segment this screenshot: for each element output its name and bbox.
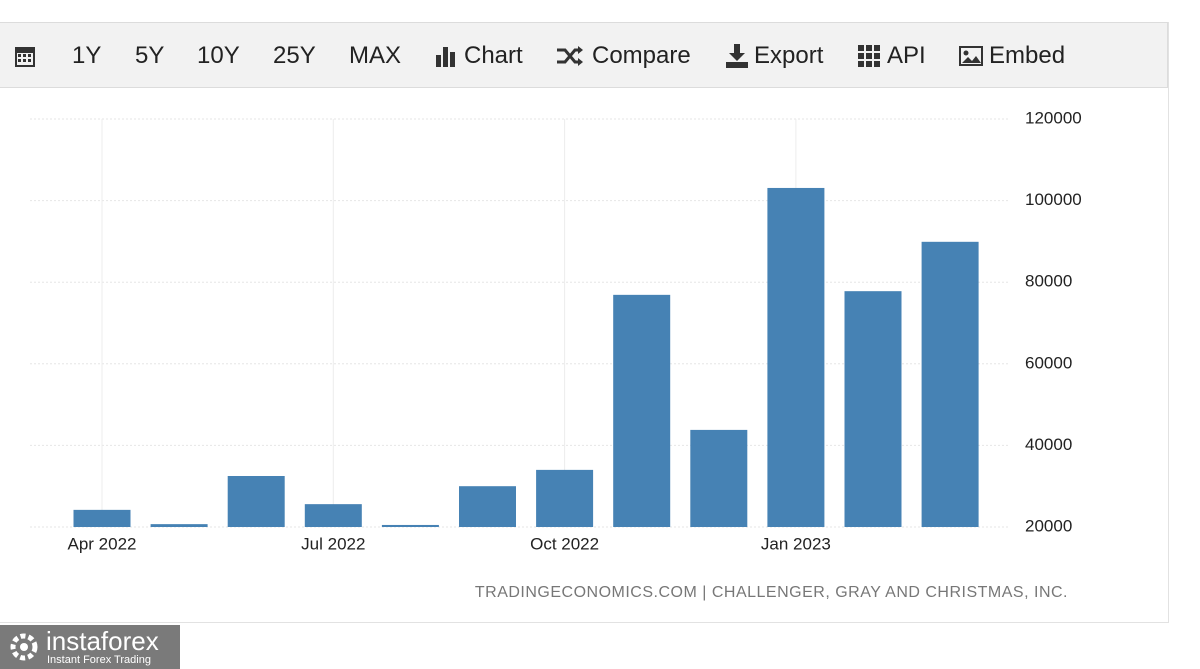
bar [73, 509, 131, 527]
bar [150, 524, 208, 527]
api-icon [858, 45, 880, 67]
bar [767, 187, 825, 527]
watermark-brand: instaforex [46, 626, 159, 656]
bar [304, 504, 362, 527]
bar [921, 241, 979, 528]
source-note: TRADINGECONOMICS.COM | CHALLENGER, GRAY … [475, 584, 1068, 601]
calendar-icon[interactable] [14, 44, 36, 68]
widget-frame [0, 22, 1169, 623]
export-button[interactable]: Export [754, 42, 824, 69]
toolbar: 1Y 5Y 10Y 25Y MAX Chart Compare Export A… [0, 22, 1168, 88]
chart-icon [436, 47, 455, 67]
chart-button[interactable]: Chart [464, 42, 523, 69]
y-tick-label: 120000 [1025, 108, 1082, 127]
range-button[interactable]: MAX [349, 42, 402, 69]
x-tick-label: Jan 2023 [761, 534, 831, 553]
export-icon [726, 44, 748, 68]
x-tick-label: Apr 2022 [68, 534, 137, 553]
bar [536, 469, 594, 527]
y-tick-label: 20000 [1025, 516, 1072, 535]
range-button[interactable]: 5Y [135, 42, 165, 69]
y-tick-label: 80000 [1025, 272, 1072, 291]
range-button[interactable]: 1Y [72, 42, 102, 69]
watermark: instaforex Instant Forex Trading [0, 625, 180, 669]
watermark-logo [10, 633, 38, 661]
x-tick-label: Oct 2022 [530, 534, 599, 553]
x-tick-label: Jul 2022 [301, 534, 365, 553]
range-button[interactable]: 25Y [273, 42, 316, 69]
embed-icon [959, 46, 983, 66]
compare-button[interactable]: Compare [592, 42, 691, 69]
y-tick-label: 100000 [1025, 190, 1082, 209]
bar [613, 294, 671, 527]
embed-button[interactable]: Embed [989, 42, 1066, 69]
bar [459, 486, 516, 527]
range-button[interactable]: 10Y [197, 42, 240, 69]
api-button[interactable]: API [887, 42, 926, 69]
bar [844, 291, 902, 527]
bar [227, 476, 285, 527]
chart: TRADINGECONOMICS.COM | CHALLENGER, GRAY … [30, 108, 1082, 601]
y-tick-label: 60000 [1025, 353, 1072, 372]
bar [381, 524, 439, 527]
bar [690, 429, 748, 527]
y-tick-label: 40000 [1025, 435, 1072, 454]
watermark-tagline: Instant Forex Trading [47, 654, 151, 666]
compare-icon [557, 46, 583, 66]
